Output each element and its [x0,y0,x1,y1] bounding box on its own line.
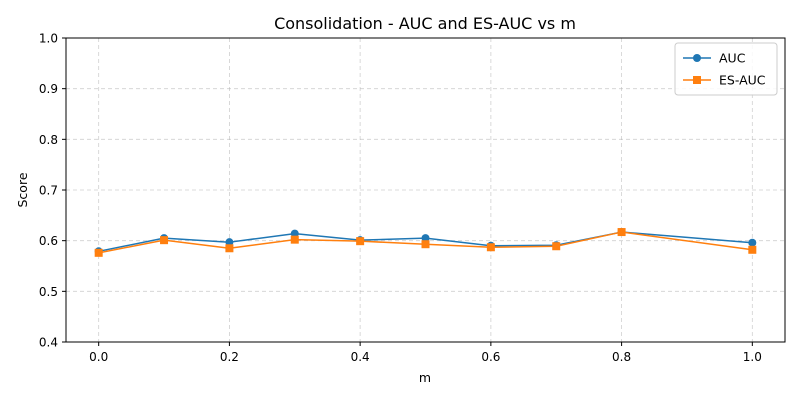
data-point-es-auc [94,248,103,257]
data-point-es-auc [421,240,430,249]
x-axis-label: m [419,370,431,385]
y-tick-label: 0.5 [39,285,58,299]
data-point-es-auc [225,244,234,253]
y-tick-label: 0.6 [39,234,58,248]
legend-label-es-auc: ES-AUC [719,73,766,88]
data-point-auc [421,234,430,243]
x-tick-label: 1.0 [743,350,762,364]
axis-ticks: 0.0 0.2 0.4 0.6 0.8 1.0 0.4 0.5 0.6 0.7 0.8 0.9 1.0 [39,32,762,365]
x-tick-label: 0.2 [220,350,239,364]
chart-title: Consolidation - AUC and ES-AUC vs m [274,14,576,33]
y-tick-label: 1.0 [39,32,58,46]
y-tick-label: 0.4 [39,336,58,350]
y-axis-label: Score [15,172,30,207]
y-tick-label: 0.8 [39,133,58,147]
data-point-es-auc [290,235,299,244]
legend: AUC ES-AUC [674,42,778,96]
data-point-es-auc [552,242,561,251]
x-tick-label: 0.4 [351,350,370,364]
x-tick-label: 0.6 [481,350,500,364]
series-layer [94,228,757,257]
legend-label-auc: AUC [719,51,746,66]
x-tick-label: 0.8 [612,350,631,364]
x-tick-label: 0.0 [89,350,108,364]
data-point-es-auc [748,245,757,254]
legend-marker-es-auc [693,76,701,84]
y-tick-label: 0.9 [39,82,58,96]
data-point-auc [290,229,299,238]
legend-marker-auc [693,54,701,62]
data-point-auc [748,238,757,247]
data-point-es-auc [356,237,365,246]
series-es-auc [94,228,757,257]
data-point-es-auc [486,243,495,252]
data-point-es-auc [617,228,626,237]
data-point-es-auc [160,236,169,245]
series-line-es-auc [98,231,753,254]
data-point-auc [225,238,234,247]
y-tick-label: 0.7 [39,184,58,198]
